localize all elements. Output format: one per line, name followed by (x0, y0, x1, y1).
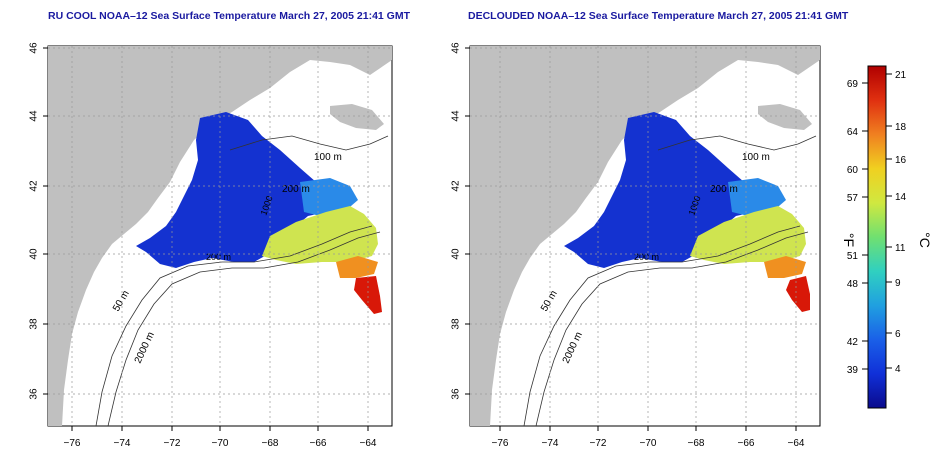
x-tick-label-right-5: −66 (738, 438, 755, 449)
panel-left-title: RU COOL NOAA–12 Sea Surface Temperature … (48, 10, 411, 22)
colorbar-unit-c: °C (917, 232, 933, 248)
axis-ticks-right: −76 −74 −72 −70 −68 −66 −64 36 38 40 42 44 46 (451, 42, 805, 449)
x-tick-label-right-2: −72 (590, 438, 607, 449)
colorbar-c-tick-label-0: 21 (895, 70, 907, 81)
contour-label-left-1: 200 m (282, 184, 310, 195)
y-tick-label-right-5: 46 (451, 42, 462, 54)
sst-mid-left (300, 178, 358, 216)
y-tick-label-left-1: 38 (29, 318, 40, 330)
contour-slope-left (107, 231, 381, 426)
land-left (48, 46, 392, 426)
graticule-left (48, 46, 392, 426)
x-tick-label-left-4: −68 (262, 438, 279, 449)
colorbar-f-tick-label-5: 48 (847, 279, 859, 290)
sst-mid-right (728, 178, 786, 216)
y-tick-label-right-2: 40 (451, 248, 462, 260)
contour-label-left-3: 200 m (206, 252, 231, 262)
colorbar-c-tick-label-4: 11 (895, 243, 906, 254)
contour-label-right-1: 200 m (710, 184, 738, 195)
axis-ticks-left: −76 −74 −72 −70 −68 −66 −64 36 38 40 42 44 46 (29, 42, 377, 449)
colorbar-c-tick-label-6: 6 (895, 329, 901, 340)
panel-right-title: DECLOUDED NOAA–12 Sea Surface Temperatur… (468, 10, 849, 22)
y-tick-label-right-4: 44 (451, 110, 462, 122)
sst-orange-left (336, 256, 378, 278)
sst-cold-right (564, 112, 780, 268)
x-tick-label-left-5: −66 (310, 438, 327, 449)
sst-warm-left (262, 206, 378, 264)
x-tick-label-right-6: −64 (788, 438, 805, 449)
y-tick-label-left-0: 36 (29, 388, 40, 400)
x-tick-label-right-4: −68 (688, 438, 705, 449)
map-panel-left: 100 m 200 m 1000 200 m 50 m 2000 m −76 −7… (29, 42, 393, 449)
x-tick-label-left-2: −72 (164, 438, 181, 449)
y-tick-label-right-1: 38 (451, 318, 462, 330)
contour-deep-left (229, 135, 389, 151)
colorbar-f-tick-label-6: 42 (847, 337, 859, 348)
x-tick-label-left-1: −74 (114, 438, 131, 449)
x-tick-label-right-0: −76 (492, 438, 509, 449)
x-tick-label-left-6: −64 (360, 438, 377, 449)
colorbar-bar (867, 65, 887, 409)
colorbar-unit-f: °F (841, 233, 857, 247)
colorbar-f-tick-label-3: 57 (847, 193, 859, 204)
colorbar-f-tick-label-4: 51 (847, 251, 859, 262)
contour-slope-right (535, 231, 809, 426)
land-right (470, 46, 820, 426)
graticule-right (470, 46, 820, 426)
sst-orange-right (764, 256, 806, 278)
x-tick-label-right-1: −74 (542, 438, 559, 449)
colorbar-f-tick-label-2: 60 (847, 165, 859, 176)
colorbar-f-tick-label-7: 39 (847, 365, 859, 376)
y-tick-label-left-4: 44 (29, 110, 40, 122)
colorbar-c-tick-label-5: 9 (895, 278, 901, 289)
colorbar-c-tick-label-7: 4 (895, 364, 901, 375)
sst-hot-left (354, 276, 382, 314)
colorbar-f-tick-label-1: 64 (847, 127, 859, 138)
x-tick-label-left-0: −76 (64, 438, 81, 449)
colorbar-f-tick-label-0: 69 (847, 79, 859, 90)
sst-warm-right (690, 206, 806, 264)
x-tick-label-left-3: −70 (212, 438, 229, 449)
contour-shelf-left (95, 225, 373, 426)
y-tick-label-right-3: 42 (451, 180, 462, 192)
sst-hot-right (786, 276, 810, 312)
colorbar-c-tick-label-1: 18 (895, 122, 907, 133)
contour-deep-right (657, 135, 817, 151)
colorbar-c-tick-label-2: 16 (895, 155, 907, 166)
sst-cold-left (136, 112, 352, 268)
contour-label-right-0: 100 m (742, 152, 770, 163)
contour-shelf-right (523, 225, 801, 426)
contour-label-right-3: 200 m (634, 252, 659, 262)
x-tick-label-right-3: −70 (640, 438, 657, 449)
y-tick-label-left-3: 42 (29, 180, 40, 192)
map-panel-right: 100 m 200 m 1000 200 m 50 m 2000 m −76 −7… (451, 42, 821, 449)
y-tick-label-right-0: 36 (451, 388, 462, 400)
colorbar-c-tick-label-3: 14 (895, 192, 907, 203)
y-tick-label-left-2: 40 (29, 248, 40, 260)
contour-label-left-0: 100 m (314, 152, 342, 163)
y-tick-label-left-5: 46 (29, 42, 40, 54)
